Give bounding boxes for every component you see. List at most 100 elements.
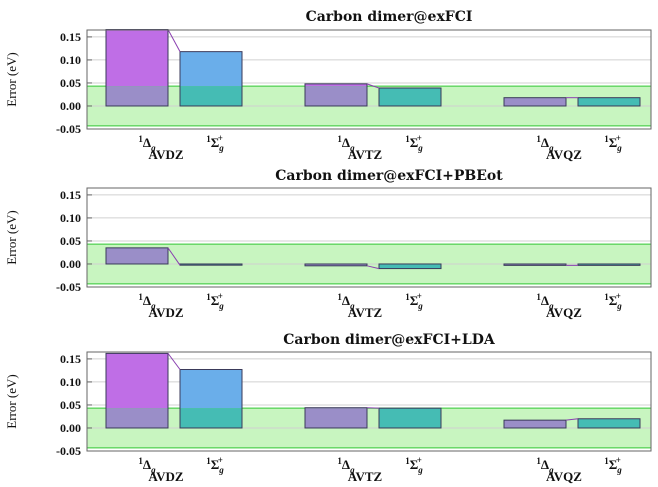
bar-segment-inside bbox=[504, 420, 566, 428]
y-tick-label: 0.05 bbox=[60, 234, 81, 248]
bar-delta-avqz bbox=[503, 419, 567, 429]
y-tick-label: -0.05 bbox=[56, 280, 81, 294]
bar-sigma-avtz bbox=[378, 407, 442, 429]
bar-connector bbox=[167, 247, 181, 266]
y-tick-label: 0.05 bbox=[60, 76, 81, 90]
state-label-sub: g bbox=[218, 465, 224, 475]
state-label-sub: g bbox=[616, 143, 622, 153]
y-tick-label: 0.15 bbox=[60, 30, 81, 44]
chart-title: Carbon dimer@exFCI bbox=[306, 9, 473, 25]
x-category-label: 1Σg+ bbox=[604, 133, 622, 153]
state-label-subsup: + bbox=[417, 455, 422, 465]
state-label-subsup: + bbox=[417, 291, 422, 301]
bar-connector bbox=[366, 83, 380, 89]
bar-delta-avqz bbox=[503, 97, 567, 107]
bar-segment-inside bbox=[180, 263, 242, 266]
bar-segment-inside bbox=[106, 247, 168, 264]
bar-segment-outside bbox=[180, 369, 242, 409]
state-label-subsup: + bbox=[616, 133, 621, 143]
state-label-main: Σ bbox=[609, 293, 618, 308]
state-label-subsup: + bbox=[218, 291, 223, 301]
bar-segment-inside bbox=[106, 86, 168, 106]
state-label-sub: g bbox=[349, 465, 355, 475]
x-category-label: 1Δg bbox=[536, 134, 554, 153]
y-tick-label: -0.05 bbox=[56, 444, 81, 458]
x-group-label: AVTZ bbox=[348, 469, 383, 484]
y-tick-label: 0.00 bbox=[60, 257, 81, 271]
y-tick-label: 0.15 bbox=[60, 352, 81, 366]
chart-panel-3: Carbon dimer@exFCI+LDA Error (eV) -0.05 0.0… bbox=[4, 332, 652, 484]
x-group-label: AVDZ bbox=[148, 147, 183, 162]
y-tick-label: 0.05 bbox=[60, 398, 81, 412]
chart-panel-2: Carbon dimer@exFCI+PBEot Error (eV) -0.05 0… bbox=[4, 168, 652, 320]
x-category-label: 1Σg+ bbox=[604, 291, 622, 311]
x-category-label: 1Δg bbox=[138, 456, 156, 475]
state-label-main: Δ bbox=[541, 457, 549, 472]
bar-segment-inside bbox=[180, 86, 242, 106]
state-label-sup: 1 bbox=[206, 292, 211, 302]
chart-title: Carbon dimer@exFCI+LDA bbox=[283, 332, 496, 348]
y-tick-label: 0.10 bbox=[60, 211, 81, 225]
state-label-sub: g bbox=[417, 143, 423, 153]
state-label-sup: 1 bbox=[337, 456, 342, 466]
state-label-sub: g bbox=[349, 143, 355, 153]
bar-segment-inside bbox=[180, 408, 242, 428]
state-label-sup: 1 bbox=[206, 134, 211, 144]
state-label-main: Δ bbox=[342, 457, 350, 472]
y-axis-label: Error (eV) bbox=[4, 374, 19, 429]
state-label-main: Δ bbox=[143, 135, 151, 150]
bar-segment-inside bbox=[106, 408, 168, 428]
chart-panel-1: Carbon dimer@exFCI Error (eV) -0.05 0.00 0.0… bbox=[4, 9, 652, 162]
bar-delta-avdz bbox=[105, 247, 169, 265]
x-group-label: AVTZ bbox=[348, 147, 383, 162]
x-group-label: AVQZ bbox=[546, 147, 582, 162]
bar-segment-inside bbox=[504, 263, 566, 266]
bar-connector bbox=[167, 29, 181, 52]
x-category-label: 1Σg+ bbox=[405, 455, 423, 475]
bar-segment-outside bbox=[305, 83, 367, 87]
state-label-sub: g bbox=[150, 465, 156, 475]
y-tick-label: 0.00 bbox=[60, 99, 81, 113]
bar-connector bbox=[167, 353, 181, 370]
state-label-subsup: + bbox=[218, 455, 223, 465]
bar-sigma-avqz bbox=[577, 418, 641, 429]
state-label-sup: 1 bbox=[604, 456, 609, 466]
bar-sigma-avqz bbox=[577, 263, 641, 266]
state-label-sub: g bbox=[218, 301, 224, 311]
state-label-subsup: + bbox=[417, 133, 422, 143]
bar-segment-inside bbox=[504, 97, 566, 106]
state-label-main: Σ bbox=[410, 135, 419, 150]
x-group-label: AVDZ bbox=[148, 305, 183, 320]
state-label-sub: g bbox=[616, 465, 622, 475]
state-label-sub: g bbox=[150, 143, 156, 153]
state-label-sub: g bbox=[548, 301, 554, 311]
x-category-label: 1Σg+ bbox=[206, 133, 224, 153]
bar-segment-inside bbox=[578, 97, 640, 106]
state-label-sup: 1 bbox=[405, 134, 410, 144]
x-group-label: AVTZ bbox=[348, 305, 383, 320]
state-label-subsup: + bbox=[616, 291, 621, 301]
bar-connector bbox=[366, 265, 380, 270]
state-label-main: Δ bbox=[143, 293, 151, 308]
y-tick-label: -0.05 bbox=[56, 122, 81, 136]
state-label-main: Σ bbox=[211, 457, 220, 472]
x-category-label: 1Σg+ bbox=[206, 455, 224, 475]
state-label-sup: 1 bbox=[536, 292, 541, 302]
state-label-sup: 1 bbox=[405, 292, 410, 302]
x-category-label: 1Δg bbox=[536, 456, 554, 475]
y-tick-label: 0.10 bbox=[60, 375, 81, 389]
bar-sigma-avdz bbox=[179, 51, 243, 107]
state-label-main: Σ bbox=[410, 457, 419, 472]
state-label-sup: 1 bbox=[138, 456, 143, 466]
y-tick-label: 0.00 bbox=[60, 421, 81, 435]
plot-frame bbox=[86, 351, 652, 452]
bar-segment-outside bbox=[106, 29, 168, 87]
bar-segment-outside bbox=[180, 51, 242, 87]
state-label-sup: 1 bbox=[405, 456, 410, 466]
x-group-label: AVQZ bbox=[546, 469, 582, 484]
x-group-label: AVDZ bbox=[148, 469, 183, 484]
state-label-sup: 1 bbox=[337, 134, 342, 144]
state-label-sub: g bbox=[417, 301, 423, 311]
state-label-subsup: + bbox=[616, 455, 621, 465]
